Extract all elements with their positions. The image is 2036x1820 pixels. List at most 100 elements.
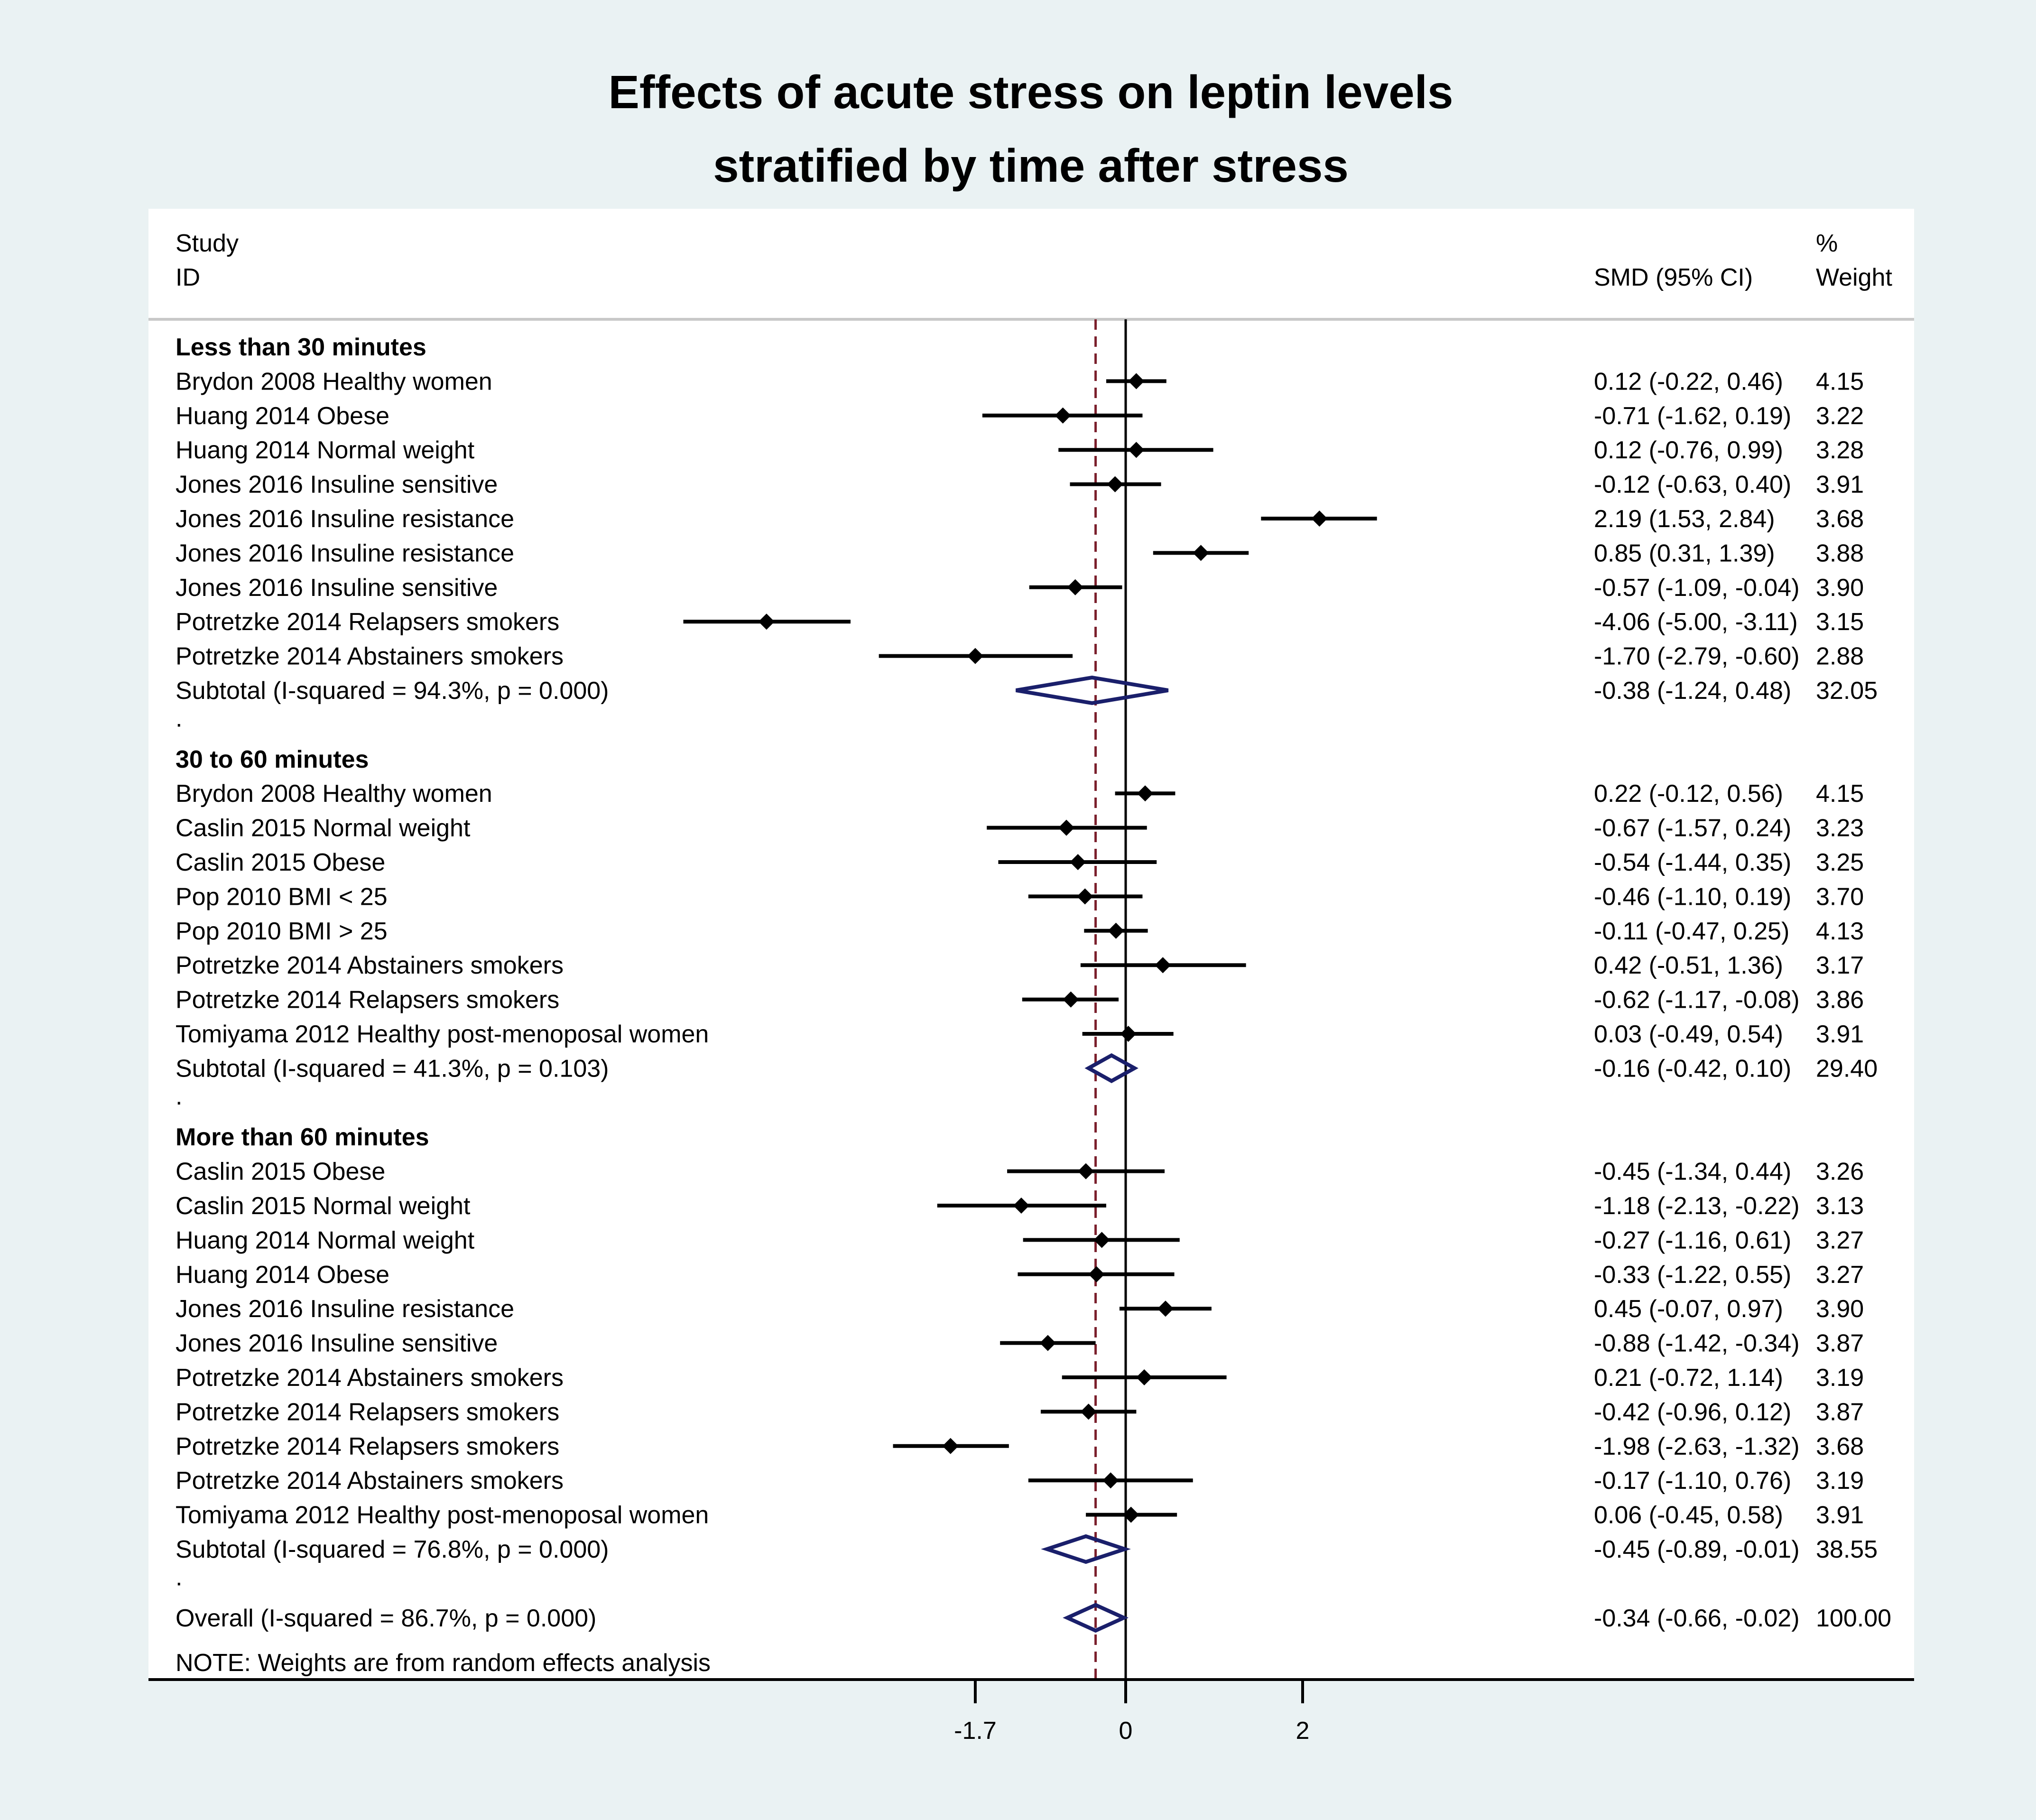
forest-rows: Less than 30 minutes Brydon 2008 Healthy …: [176, 319, 1891, 1680]
point-estimate-marker: [1070, 854, 1086, 870]
study-weight: 3.87: [1816, 1330, 1864, 1357]
point-estimate-marker: [1136, 1369, 1153, 1385]
study-ci-text: -1.70 (-2.79, -0.60): [1594, 643, 1800, 670]
study-label: Brydon 2008 Healthy women: [176, 780, 492, 808]
study-label: Pop 2010 BMI < 25: [176, 883, 388, 910]
study-ci-text: 0.85 (0.31, 1.39): [1594, 539, 1775, 567]
point-estimate-marker: [1058, 819, 1075, 836]
point-estimate-marker: [1193, 545, 1209, 561]
study-ci-text: -1.98 (-2.63, -1.32): [1594, 1433, 1800, 1460]
study-label: Potretzke 2014 Abstainers smokers: [176, 952, 564, 979]
study-label: Jones 2016 Insuline resistance: [176, 539, 514, 567]
study-ci-text: -0.33 (-1.22, 0.55): [1594, 1261, 1791, 1289]
study-ci-text: -0.88 (-1.42, -0.34): [1594, 1330, 1800, 1357]
overall-ci-text: -0.34 (-0.66, -0.02): [1594, 1605, 1800, 1632]
x-axis-tick-label: 0: [1119, 1717, 1133, 1745]
study-weight: 3.19: [1816, 1467, 1864, 1495]
study-weight: 3.90: [1816, 574, 1864, 602]
study-label: Jones 2016 Insuline sensitive: [176, 471, 498, 499]
point-estimate-marker: [1107, 476, 1123, 492]
point-estimate-marker: [1108, 922, 1124, 939]
group-heading: Less than 30 minutes: [176, 334, 426, 361]
study-weight: 3.27: [1816, 1226, 1864, 1254]
study-weight: 2.88: [1816, 643, 1864, 670]
point-estimate-marker: [942, 1438, 959, 1454]
study-label: Potretzke 2014 Abstainers smokers: [176, 1364, 564, 1392]
study-weight: 3.68: [1816, 505, 1864, 533]
subtotal-label: Subtotal (I-squared = 41.3%, p = 0.103): [176, 1055, 609, 1082]
study-weight: 3.28: [1816, 436, 1864, 464]
study-label: Pop 2010 BMI > 25: [176, 918, 388, 945]
header-study: Study: [176, 230, 239, 257]
study-label: Potretzke 2014 Relapsers smokers: [176, 986, 559, 1014]
point-estimate-marker: [1128, 442, 1145, 458]
point-estimate-marker: [1039, 1335, 1056, 1351]
chart-title-line-1: Effects of acute stress on leptin levels: [609, 66, 1453, 118]
study-label: Jones 2016 Insuline sensitive: [176, 1330, 498, 1357]
point-estimate-marker: [1063, 991, 1079, 1008]
study-ci-text: -0.57 (-1.09, -0.04): [1594, 574, 1800, 602]
point-estimate-marker: [758, 613, 775, 630]
study-label: Potretzke 2014 Abstainers smokers: [176, 643, 564, 670]
subtotal-weight: 32.05: [1816, 677, 1878, 705]
study-label: Potretzke 2014 Abstainers smokers: [176, 1467, 564, 1495]
group-heading: 30 to 60 minutes: [176, 746, 369, 773]
point-estimate-marker: [1080, 1403, 1097, 1420]
study-ci-text: -0.62 (-1.17, -0.08): [1594, 986, 1800, 1014]
study-ci-text: -0.42 (-0.96, 0.12): [1594, 1398, 1791, 1426]
study-label: Jones 2016 Insuline sensitive: [176, 574, 498, 602]
subtotal-ci-text: -0.38 (-1.24, 0.48): [1594, 677, 1791, 705]
study-label: Jones 2016 Insuline resistance: [176, 505, 514, 533]
group-separator-dot: .: [176, 1083, 182, 1110]
study-ci-text: -0.27 (-1.16, 0.61): [1594, 1226, 1791, 1254]
study-weight: 3.17: [1816, 952, 1864, 979]
study-label: Tomiyama 2012 Healthy post-menoposal wom…: [176, 1502, 709, 1529]
weights-note: NOTE: Weights are from random effects an…: [176, 1649, 711, 1677]
point-estimate-marker: [1093, 1232, 1110, 1248]
chart-title-line-2: stratified by time after stress: [713, 139, 1349, 192]
study-label: Huang 2014 Obese: [176, 402, 389, 430]
study-weight: 3.25: [1816, 849, 1864, 876]
study-ci-text: -0.67 (-1.57, 0.24): [1594, 815, 1791, 842]
study-label: Potretzke 2014 Relapsers smokers: [176, 608, 559, 636]
study-weight: 3.19: [1816, 1364, 1864, 1392]
point-estimate-marker: [1067, 579, 1083, 595]
subtotal-label: Subtotal (I-squared = 94.3%, p = 0.000): [176, 677, 609, 705]
point-estimate-marker: [1155, 957, 1171, 974]
group-separator-dot: .: [176, 705, 182, 732]
study-ci-text: -0.54 (-1.44, 0.35): [1594, 849, 1791, 876]
header-weight: Weight: [1816, 264, 1892, 291]
point-estimate-marker: [1055, 407, 1071, 424]
point-estimate-marker: [1157, 1300, 1174, 1317]
point-estimate-marker: [1128, 373, 1145, 390]
study-ci-text: -0.71 (-1.62, 0.19): [1594, 402, 1791, 430]
study-weight: 3.70: [1816, 883, 1864, 910]
study-weight: 4.15: [1816, 368, 1864, 395]
study-ci-text: -0.46 (-1.10, 0.19): [1594, 883, 1791, 910]
study-label: Potretzke 2014 Relapsers smokers: [176, 1398, 559, 1426]
study-label: Huang 2014 Obese: [176, 1261, 389, 1289]
study-weight: 3.86: [1816, 986, 1864, 1014]
study-ci-text: 0.21 (-0.72, 1.14): [1594, 1364, 1783, 1392]
point-estimate-marker: [1137, 785, 1154, 802]
study-weight: 3.15: [1816, 608, 1864, 636]
study-label: Caslin 2015 Obese: [176, 849, 385, 876]
header-effect: SMD (95% CI): [1594, 264, 1753, 291]
point-estimate-marker: [967, 648, 983, 664]
overall-label: Overall (I-squared = 86.7%, p = 0.000): [176, 1605, 596, 1632]
study-ci-text: -1.18 (-2.13, -0.22): [1594, 1192, 1800, 1220]
study-weight: 3.91: [1816, 1502, 1864, 1529]
study-weight: 3.87: [1816, 1398, 1864, 1426]
study-label: Huang 2014 Normal weight: [176, 1226, 475, 1254]
subtotal-diamond: [1084, 1053, 1138, 1083]
header-percent: %: [1816, 230, 1838, 257]
subtotal-diamond: [1016, 675, 1169, 706]
subtotal-diamond: [1041, 1534, 1131, 1564]
study-ci-text: 0.12 (-0.22, 0.46): [1594, 368, 1783, 395]
study-weight: 3.68: [1816, 1433, 1864, 1460]
overall-diamond: [1063, 1603, 1129, 1633]
plot-panel: [148, 209, 1914, 1680]
study-ci-text: 0.22 (-0.12, 0.56): [1594, 780, 1783, 808]
